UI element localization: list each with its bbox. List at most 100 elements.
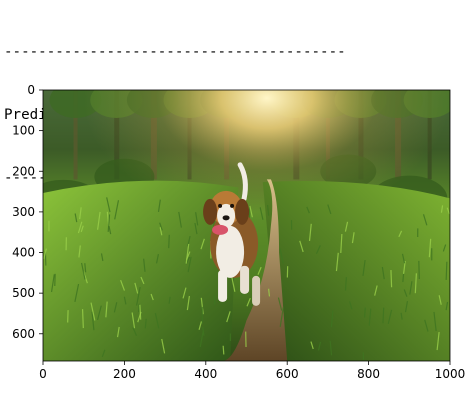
grass-blade <box>105 301 108 318</box>
dog-leg <box>252 275 261 306</box>
grass-blade <box>116 326 120 338</box>
grass-blade <box>277 297 283 311</box>
grass-blade <box>80 225 84 233</box>
grass-blade <box>327 204 332 215</box>
grass-blade <box>442 244 447 252</box>
grass-blade <box>329 340 333 356</box>
grass-blade <box>249 205 253 218</box>
grass-blade <box>199 331 204 348</box>
grass-blade <box>84 263 87 273</box>
grass-right <box>262 181 450 361</box>
grass-blade <box>106 197 111 213</box>
grass-blade <box>266 204 270 216</box>
axes-frame <box>42 89 451 362</box>
grass-blade <box>446 207 450 215</box>
y-tick-label: 400 <box>12 246 35 260</box>
grass-blade <box>414 273 417 294</box>
grass-blade <box>390 270 393 288</box>
grass-blade <box>403 289 408 297</box>
x-axis: 0 200 400 600 800 1000 <box>39 361 465 381</box>
photo-image <box>43 90 450 361</box>
grass-blade <box>310 341 314 350</box>
y-axis: 0 100 200 300 400 500 600 <box>12 83 43 341</box>
grass-blade <box>422 214 428 226</box>
dog-eye <box>230 203 235 208</box>
grass-blade <box>132 327 138 336</box>
grass-blade <box>402 272 405 283</box>
grass-blade <box>178 211 182 228</box>
grass-blade <box>344 277 347 291</box>
grass-left <box>43 180 239 361</box>
grass-blade <box>90 302 96 321</box>
grass-blade <box>308 223 312 241</box>
grass-blade <box>226 311 231 323</box>
grass-blade <box>43 248 47 260</box>
grass-blade <box>182 287 187 299</box>
grass-blade <box>315 245 321 255</box>
grass-blade <box>80 262 86 280</box>
grass-blade <box>200 297 204 315</box>
grass-blade <box>445 261 448 280</box>
grass-blade <box>279 248 284 264</box>
grass-blade <box>78 245 81 258</box>
grass-blade <box>187 256 192 273</box>
grass-blade <box>259 207 264 220</box>
dog-ear <box>235 198 250 225</box>
grass-blade <box>374 285 378 296</box>
grass-blade <box>368 308 372 326</box>
grass-blade <box>150 293 154 301</box>
grass-blade <box>81 309 84 329</box>
grass-blade <box>409 281 413 295</box>
grass-blade <box>74 283 80 302</box>
grass-blade <box>279 307 284 327</box>
grass-blade <box>424 319 429 332</box>
dog-leg <box>218 269 228 302</box>
x-tick-label: 200 <box>113 367 136 381</box>
dog-ear <box>203 198 218 225</box>
x-tick-label: 400 <box>194 367 217 381</box>
grass-blade <box>381 266 385 280</box>
grass-blade <box>398 230 403 238</box>
grass-blade <box>157 199 161 213</box>
dirt-path <box>222 179 288 361</box>
y-tick-label: 0 <box>27 83 35 97</box>
grass-blade <box>101 349 106 358</box>
grass-blade <box>159 227 163 236</box>
x-tick-label: 800 <box>357 367 380 381</box>
grass-blade <box>74 213 78 223</box>
grass-blade <box>364 307 366 318</box>
grass-blade <box>349 301 353 310</box>
grass-blade <box>134 282 139 294</box>
grass-blade <box>114 200 120 220</box>
grass-blade <box>257 266 262 276</box>
dog-eye <box>218 203 223 208</box>
grass-blade <box>79 207 82 220</box>
grass-blade <box>168 296 171 304</box>
grass-blade <box>445 301 449 311</box>
grass-blade <box>131 312 136 329</box>
grass-blade <box>113 302 118 313</box>
grass-blade <box>362 259 366 276</box>
grass-blade <box>100 253 104 262</box>
grass-blade <box>140 276 145 285</box>
grass-blade <box>401 253 406 264</box>
grass-blade <box>440 205 444 213</box>
grass-blade <box>195 212 199 226</box>
grass-blade <box>194 222 198 235</box>
y-tick-label: 300 <box>12 205 35 219</box>
grass-blade <box>96 305 102 321</box>
grass-blade <box>340 233 343 254</box>
grass-blade <box>97 211 101 230</box>
dog-tongue <box>212 224 229 235</box>
separator-line: ---------------------------------------- <box>4 44 346 60</box>
grass-blade <box>200 238 205 250</box>
grass-blade <box>222 345 225 355</box>
x-tick-label: 600 <box>276 367 299 381</box>
grass-blade <box>135 287 141 306</box>
grass-blade <box>404 301 409 313</box>
grass-blade <box>198 321 203 330</box>
grass-blade <box>351 232 355 244</box>
dog-leg <box>240 265 250 294</box>
